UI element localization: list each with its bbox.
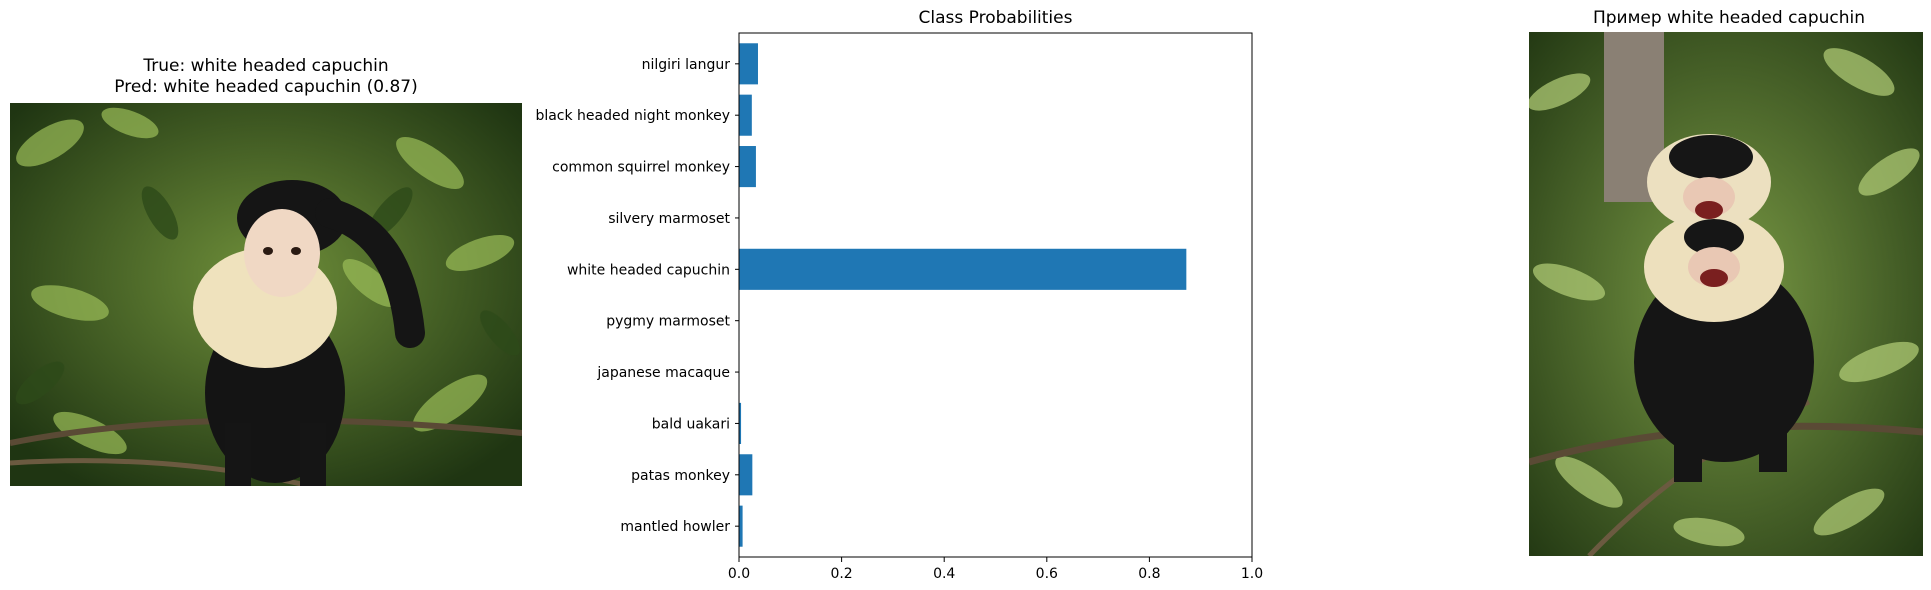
bar-patas-monkey [739,454,753,496]
y-tick-label: patas monkey [631,468,730,484]
bar-bald-uakari [739,402,742,444]
y-tick-label: black headed night monkey [535,108,730,124]
x-tick-label: 0.4 [933,566,955,582]
y-tick-label: japanese macaque [596,365,730,381]
x-tick-label: 1.0 [1241,566,1263,582]
x-tick-label: 0.8 [1138,566,1160,582]
y-tick-label: pygmy marmoset [606,314,730,330]
chart-title: Class Probabilities [918,8,1073,28]
example-monkey-image [1529,32,1923,556]
y-tick-label: nilgiri langur [642,57,731,73]
bar-nilgiri-langur [739,43,758,85]
x-tick-label: 0.0 [728,566,750,582]
plot-frame [738,32,1253,558]
bar-white-headed-capuchin [739,248,1187,290]
x-tick-label: 0.6 [1036,566,1058,582]
bars-layer [739,43,1187,547]
example-title: Пример white headed capuchin [1592,8,1866,28]
true-label: True: white headed capuchin [143,56,389,76]
y-tick-label: white headed capuchin [567,262,730,278]
y-tick-label: common squirrel monkey [552,160,730,176]
bar-black-headed-night-monkey [739,94,752,136]
y-tick-label: silvery marmoset [608,211,730,227]
y-tick-label: mantled howler [620,519,730,535]
y-tick-label: bald uakari [652,416,730,432]
pred-label: Pred: white headed capuchin (0.87) [114,77,418,97]
example-capuchin-photo-illustration [1529,32,1923,556]
bar-common-squirrel-monkey [739,146,756,188]
classified-monkey-image [10,103,522,486]
bar-mantled-howler [739,505,743,547]
x-tick-label: 0.2 [830,566,852,582]
capuchin-photo-illustration [10,103,522,486]
ticks-layer: nilgiri langur black headed night monkey c… [535,57,1263,582]
